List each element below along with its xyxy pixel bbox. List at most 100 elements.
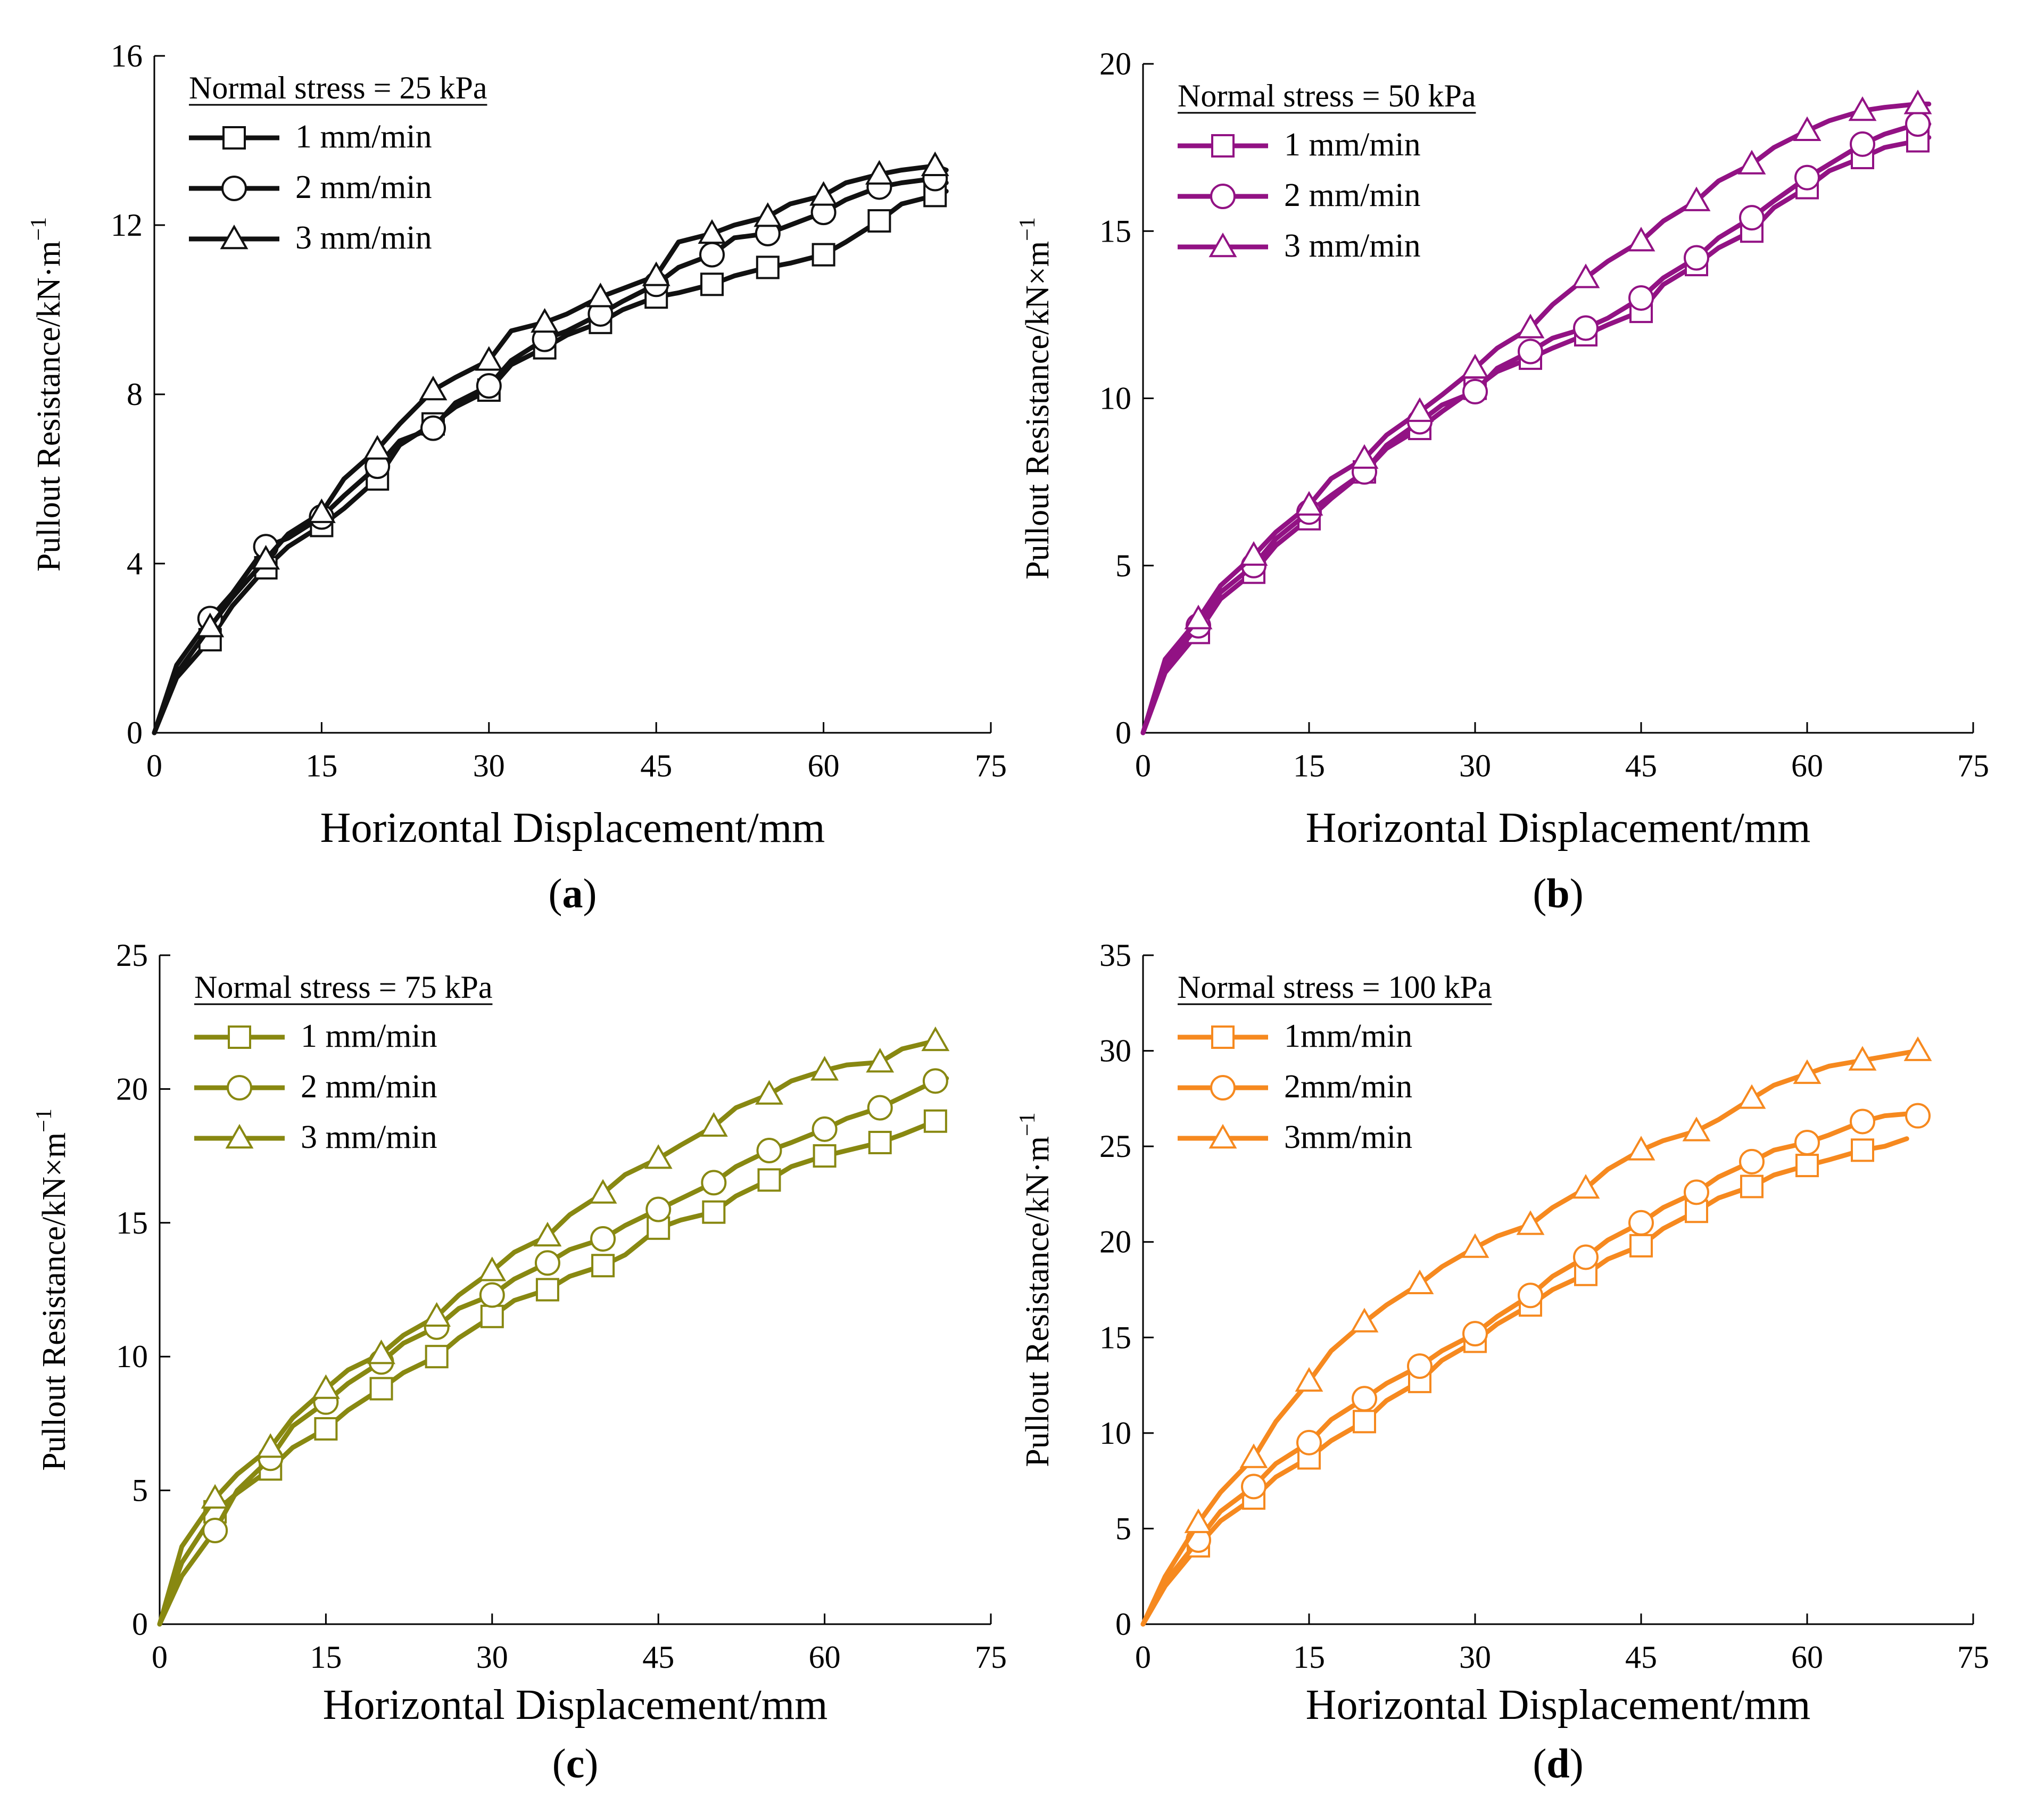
data-point — [1295, 491, 1323, 516]
data-point — [420, 415, 446, 441]
data-point — [1295, 1367, 1323, 1392]
data-point — [369, 1377, 393, 1401]
data-point — [1350, 444, 1379, 469]
data-point — [699, 242, 725, 268]
panel-label-paren: ) — [583, 870, 597, 916]
legend-marker — [227, 1075, 252, 1101]
data-point — [1739, 1148, 1765, 1174]
y-axis-title: Pullout Resistance/kN·m−1 — [27, 217, 67, 572]
data-point — [1684, 245, 1709, 271]
data-point — [1184, 605, 1213, 630]
panel-label: (d) — [1533, 1740, 1583, 1786]
data-point — [1407, 1353, 1433, 1379]
legend-entry: 2 mm/min — [295, 169, 432, 205]
y-axis-title-superscript: −1 — [32, 1108, 56, 1132]
data-point — [1684, 1179, 1709, 1205]
legend-marker — [1210, 1075, 1236, 1101]
x-tick-label: 15 — [1293, 748, 1325, 783]
data-point — [589, 1179, 617, 1204]
y-tick-label: 20 — [1099, 46, 1131, 81]
data-point — [1405, 1269, 1434, 1294]
legend-marker — [1211, 134, 1235, 158]
data-point — [591, 1254, 615, 1278]
data-point — [307, 498, 336, 523]
y-tick-label: 5 — [132, 1473, 148, 1508]
data-point — [535, 1278, 559, 1302]
data-point — [868, 1130, 892, 1154]
data-point — [1350, 1308, 1379, 1333]
data-point — [1353, 1410, 1376, 1434]
y-tick-label: 0 — [1115, 1607, 1131, 1642]
data-point — [757, 1168, 781, 1192]
series-1-mm/min — [157, 1109, 947, 1627]
panel-d: 0 15 30 45 60 75 0 5 10 15 20 25 30 35 Horizontal Disp… — [1015, 938, 1989, 1786]
x-tick-label: 0 — [146, 748, 162, 783]
data-point — [701, 1170, 727, 1196]
data-point — [1629, 1234, 1653, 1258]
data-point — [1794, 164, 1820, 191]
panel-label-letter: d — [1546, 1740, 1569, 1786]
y-tick-label: 16 — [111, 38, 143, 73]
y-axis-title-superscript: −1 — [1015, 1112, 1040, 1136]
x-tick-label: 75 — [1957, 748, 1989, 783]
x-tick-label: 75 — [975, 1640, 1007, 1675]
legend-marker — [221, 176, 247, 201]
data-point — [534, 1250, 560, 1276]
y-tick-label: 5 — [1115, 1511, 1131, 1546]
panel-label-paren: ) — [584, 1740, 598, 1786]
panel-label-paren: ( — [1533, 1740, 1546, 1786]
data-point — [1462, 378, 1488, 404]
data-point — [756, 1138, 782, 1164]
x-tick-label: 45 — [640, 748, 672, 783]
x-tick-label: 15 — [310, 1640, 342, 1675]
data-point — [314, 1417, 338, 1441]
y-tick-label: 10 — [1099, 381, 1131, 416]
data-point — [1851, 1138, 1874, 1162]
x-tick-label: 75 — [975, 748, 1007, 783]
legend-marker — [1208, 1123, 1237, 1149]
y-axis-title-text: Pullout Resistance/kN×m — [36, 1132, 72, 1471]
legend-entry: 1 mm/min — [295, 119, 432, 155]
x-tick-label: 30 — [1459, 748, 1491, 783]
data-point — [810, 1056, 839, 1081]
y-tick-label: 5 — [1115, 548, 1131, 583]
y-axis-title-text: Pullout Resistance/kN·m — [1020, 1136, 1056, 1467]
x-tick-label: 60 — [809, 1640, 841, 1675]
data-point — [700, 272, 724, 296]
data-point — [202, 1518, 228, 1544]
legend-entry: 2mm/min — [1284, 1069, 1412, 1105]
legend-entry: 3 mm/min — [301, 1119, 437, 1155]
legend-marker — [1210, 184, 1236, 209]
data-point — [921, 1026, 950, 1052]
data-point — [1740, 1174, 1764, 1198]
legend-marker — [1211, 1025, 1235, 1049]
data-point — [1296, 1429, 1322, 1455]
legend-entry: 1 mm/min — [301, 1018, 437, 1054]
data-point — [1628, 1210, 1654, 1236]
x-tick-label: 60 — [1791, 748, 1823, 783]
x-tick-label: 60 — [808, 748, 840, 783]
data-point — [256, 1433, 285, 1458]
y-tick-label: 4 — [127, 546, 143, 581]
data-point — [645, 1196, 672, 1222]
y-tick-label: 10 — [116, 1339, 148, 1374]
data-point — [755, 1080, 783, 1105]
data-point — [1627, 227, 1655, 252]
data-point — [196, 613, 225, 638]
panel-label-letter: a — [562, 870, 583, 916]
data-point — [1461, 353, 1489, 379]
panel-label: (a) — [549, 870, 597, 916]
panel-label-letter: c — [566, 1740, 585, 1786]
legend-title: Normal stress = 100 kPa — [1178, 970, 1492, 1005]
x-axis-title: Horizontal Displacement/mm — [323, 1682, 828, 1728]
legend-marker — [222, 126, 246, 150]
data-point — [1848, 96, 1877, 121]
data-point — [1405, 397, 1434, 422]
data-point — [1905, 1103, 1931, 1129]
x-tick-label: 0 — [1135, 748, 1151, 783]
data-point — [1682, 1116, 1711, 1141]
data-point — [1737, 150, 1766, 175]
data-point — [1793, 116, 1822, 141]
data-point — [425, 1345, 449, 1369]
panel-label-paren: ( — [1533, 870, 1546, 916]
